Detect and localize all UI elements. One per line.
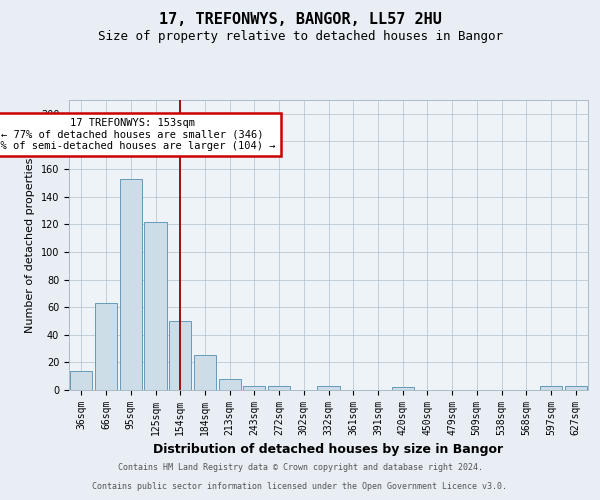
Text: 17 TREFONWYS: 153sqm
← 77% of detached houses are smaller (346)
23% of semi-deta: 17 TREFONWYS: 153sqm ← 77% of detached h…	[0, 118, 276, 151]
Bar	[194, 356, 216, 390]
Bar	[169, 321, 191, 390]
Bar	[392, 387, 414, 390]
Bar	[243, 386, 265, 390]
X-axis label: Distribution of detached houses by size in Bangor: Distribution of detached houses by size …	[154, 444, 503, 456]
Bar	[218, 379, 241, 390]
Bar	[119, 178, 142, 390]
Text: Contains public sector information licensed under the Open Government Licence v3: Contains public sector information licen…	[92, 482, 508, 491]
Text: Size of property relative to detached houses in Bangor: Size of property relative to detached ho…	[97, 30, 503, 43]
Bar	[317, 386, 340, 390]
Bar	[95, 303, 117, 390]
Y-axis label: Number of detached properties: Number of detached properties	[25, 158, 35, 332]
Text: Contains HM Land Registry data © Crown copyright and database right 2024.: Contains HM Land Registry data © Crown c…	[118, 464, 482, 472]
Bar	[145, 222, 167, 390]
Text: 17, TREFONWYS, BANGOR, LL57 2HU: 17, TREFONWYS, BANGOR, LL57 2HU	[158, 12, 442, 28]
Bar	[565, 386, 587, 390]
Bar	[70, 370, 92, 390]
Bar	[268, 386, 290, 390]
Bar	[540, 386, 562, 390]
